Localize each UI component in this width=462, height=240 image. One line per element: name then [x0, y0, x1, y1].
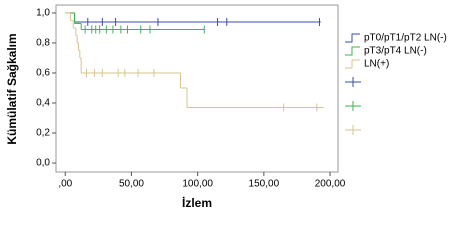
y-tick-label: 0,8 — [36, 38, 50, 49]
y-tick-label: 0,6 — [36, 68, 50, 79]
y-tick-label: 1,0 — [36, 8, 50, 19]
x-tick-label: 200,00 — [315, 179, 346, 190]
chart: İzlem Kümülatif Sağkalım 0,0 0,2 0,4 0,6 0,8… — [5, 4, 461, 211]
legend-label: pT3/pT4 LN(-) — [364, 46, 427, 57]
plot-frame — [55, 4, 339, 173]
x-axis-title: İzlem — [182, 195, 212, 210]
x-tick-label: 50,00 — [119, 179, 144, 190]
x-tick-label: ,00 — [58, 179, 72, 190]
x-tick-label: 100,00 — [182, 179, 213, 190]
legend-swatch — [345, 46, 360, 56]
x-tick-label: 150,00 — [249, 179, 280, 190]
y-tick-label: 0,2 — [36, 128, 50, 139]
y-axis-title: Kümülatif Sağkalım — [5, 33, 19, 144]
y-tick-label: 0,4 — [36, 98, 50, 109]
legend-label: LN(+) — [364, 59, 389, 70]
y-tick-label: 0,0 — [36, 158, 50, 169]
legend-label: pT0/pT1/pT2 LN(-) — [364, 33, 447, 44]
legend-swatch — [345, 33, 360, 43]
legend — [342, 29, 461, 143]
legend-swatch — [345, 59, 360, 69]
